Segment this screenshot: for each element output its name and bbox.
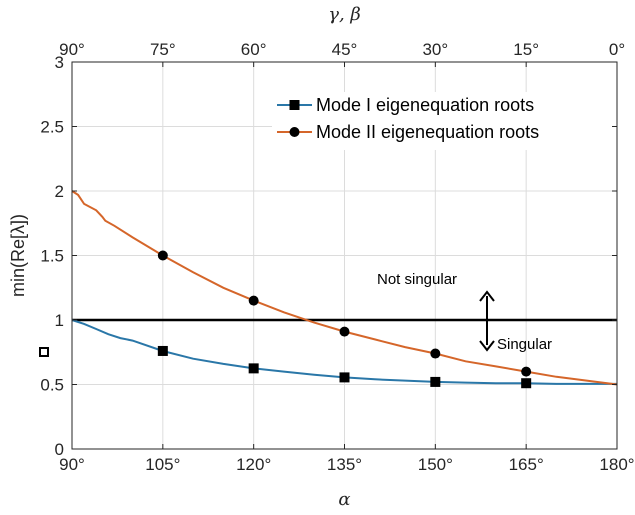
top-tick-label: 45° [332, 40, 358, 59]
y-tick-label: 0.5 [40, 376, 64, 395]
mode-1-marker [521, 378, 532, 389]
annotation-not-singular: Not singular [377, 271, 457, 288]
annotations: Not singular Singular [377, 271, 552, 353]
y-tick-label: 0 [55, 440, 64, 459]
top-tick-label: 75° [150, 40, 176, 59]
mode-1-marker [248, 363, 259, 374]
annotation-singular: Singular [497, 336, 552, 353]
series-line-2 [71, 190, 618, 386]
top-axis-label: γ, β [328, 4, 361, 25]
top-tick-label: 60° [241, 40, 267, 59]
mode-2-marker [521, 366, 532, 377]
arrow-head-up [479, 290, 495, 302]
legend-label: Mode I eigenequation roots [316, 95, 534, 115]
series-group [71, 190, 618, 389]
x-tick-label: 135° [327, 455, 362, 474]
legend: Mode I eigenequation roots Mode II eigene… [272, 92, 612, 150]
ticks: 90°90°105°75°120°60°135°45°150°30°165°15… [40, 40, 634, 474]
mode-1-marker [157, 345, 168, 356]
mode-2-marker [157, 250, 168, 261]
mode-1-marker [430, 376, 441, 387]
legend-box [272, 92, 612, 150]
x-tick-label: 90° [59, 455, 85, 474]
series-line-1 [71, 319, 617, 385]
top-tick-label: 30° [422, 40, 448, 59]
y-tick-label: 3 [55, 53, 64, 72]
legend-label: Mode II eigenequation roots [316, 122, 539, 142]
y-tick-label: 1 [55, 311, 64, 330]
y-tick-label: 2 [55, 182, 64, 201]
arrow-head-down [479, 340, 495, 352]
legend-marker-circle [289, 127, 300, 137]
legend-marker-square [289, 100, 300, 110]
x-axis-label: α [338, 489, 350, 510]
small-square-glyph [39, 347, 49, 357]
top-tick-label: 0° [609, 40, 625, 59]
x-tick-label: 120° [236, 455, 271, 474]
top-tick-label: 15° [513, 40, 539, 59]
mode-2-marker [430, 348, 441, 359]
x-tick-label: 180° [599, 455, 634, 474]
mode-1-marker [339, 372, 350, 383]
top-tick-label: 90° [59, 40, 85, 59]
x-tick-label: 150° [418, 455, 453, 474]
y-tick-label: 2.5 [40, 118, 64, 137]
x-tick-label: 165° [509, 455, 544, 474]
mode-2-marker [248, 295, 259, 306]
x-tick-label: 105° [145, 455, 180, 474]
mode-2-marker [339, 326, 350, 337]
y-axis-label: min(Re[λ]) [8, 214, 28, 297]
y-tick-label: 1.5 [40, 247, 64, 266]
